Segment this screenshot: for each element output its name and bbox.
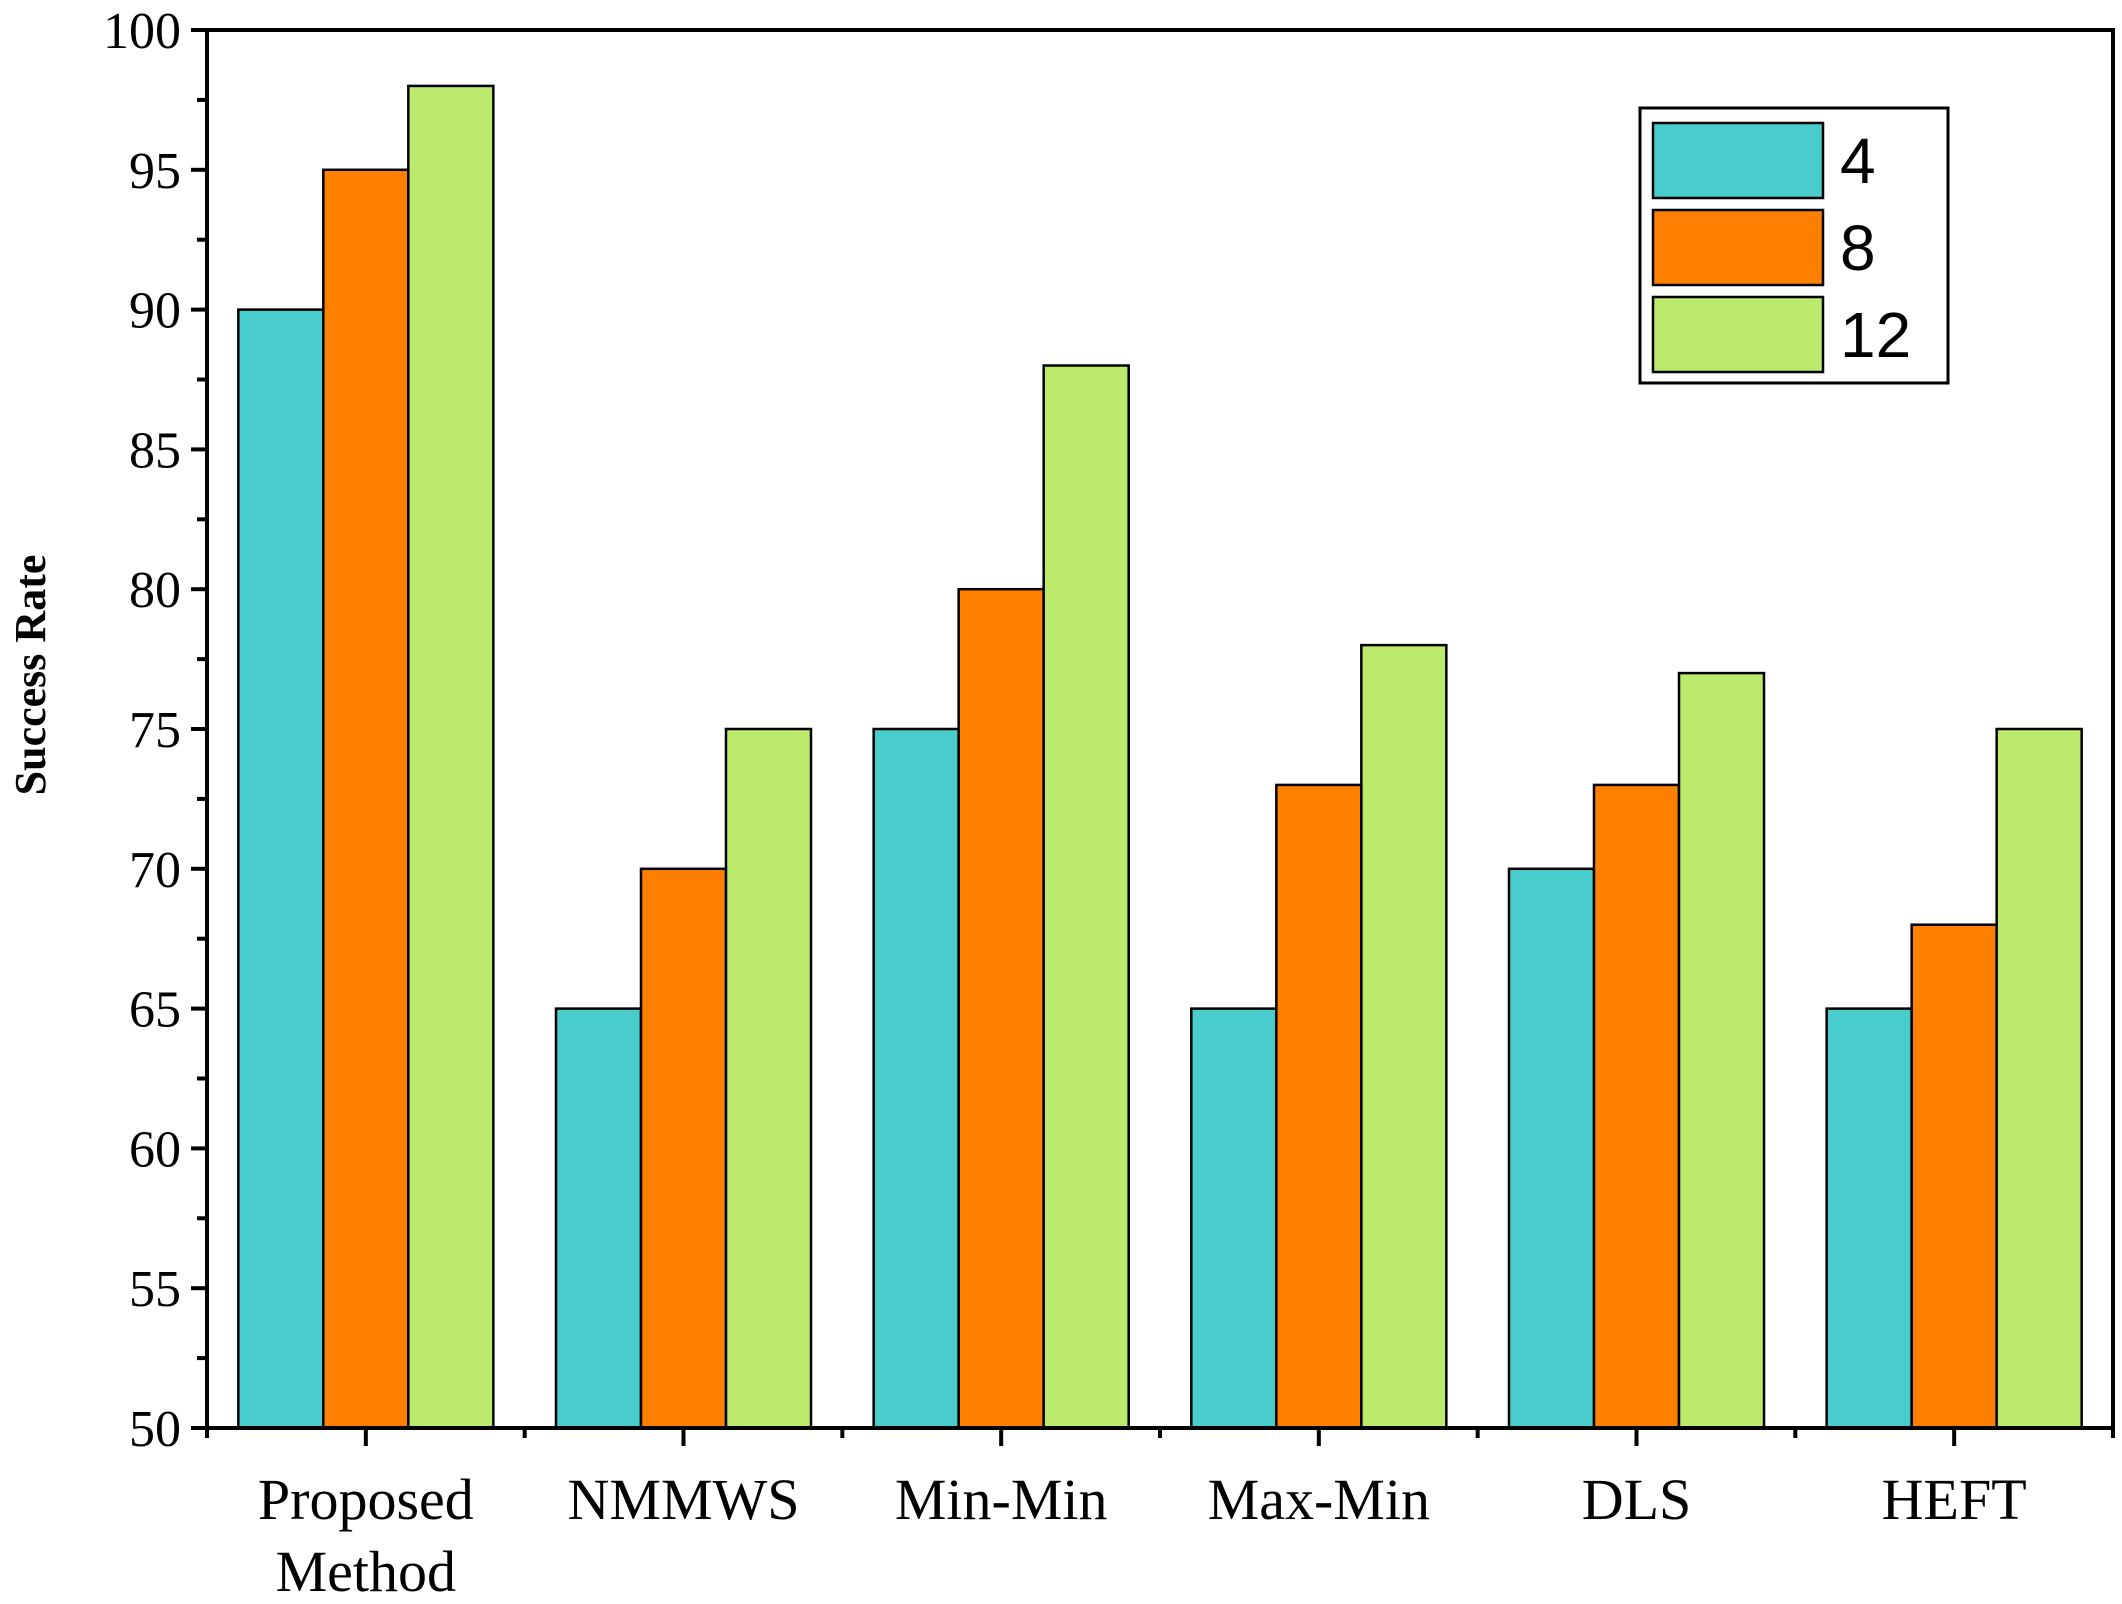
- bar-4-heft: [1825, 1007, 1913, 1430]
- bar-12-proposed-method: [407, 84, 495, 1430]
- bar-12-heft: [1995, 727, 2083, 1430]
- bar-4-max-min: [1190, 1007, 1278, 1430]
- bar-8-max-min: [1275, 783, 1363, 1430]
- y-tick-label: 80: [129, 562, 181, 619]
- y-axis-title: Success Rate: [6, 555, 55, 796]
- bar-8-min-min: [957, 587, 1045, 1430]
- bar-12-nmmws: [724, 727, 813, 1430]
- legend-label-12: 12: [1840, 299, 1911, 371]
- x-category-label: DLS: [1582, 1467, 1692, 1532]
- bar-4-min-min: [872, 727, 960, 1430]
- legend-swatch-12: [1651, 295, 1825, 374]
- y-tick-label: 65: [129, 982, 181, 1039]
- x-category-label: HEFT: [1882, 1467, 2027, 1532]
- x-category-label: Method: [276, 1539, 456, 1604]
- y-tick-label: 55: [129, 1261, 181, 1318]
- bar-8-nmmws: [639, 867, 728, 1430]
- axes-layer: 50 55 60 65 70 75 80 85 90 95 100 Proposed Method NMM…: [103, 3, 2115, 1604]
- bar-4-nmmws: [554, 1007, 643, 1430]
- x-category-label: Min-Min: [895, 1467, 1108, 1532]
- y-tick-label: 60: [129, 1121, 181, 1178]
- y-tick-label: 75: [129, 702, 181, 759]
- legend-swatch-8: [1651, 208, 1825, 287]
- x-category-label: Max-Min: [1208, 1467, 1430, 1532]
- y-tick-label: 95: [129, 143, 181, 200]
- bar-12-dls: [1677, 671, 1766, 1430]
- y-tick-label: 50: [129, 1401, 181, 1458]
- y-tick-label: 85: [129, 422, 181, 479]
- bar-8-dls: [1592, 783, 1681, 1430]
- bar-12-min-min: [1042, 364, 1130, 1430]
- y-tick-label: 90: [129, 283, 181, 340]
- legend-label-4: 4: [1840, 125, 1876, 197]
- bars-layer: [237, 84, 2083, 1430]
- y-tick-label: 100: [103, 3, 181, 60]
- bar-4-dls: [1507, 867, 1596, 1430]
- legend: 4 8 12: [1638, 106, 1950, 385]
- legend-label-8: 8: [1840, 212, 1876, 284]
- bar-4-proposed-method: [237, 308, 325, 1430]
- y-tick-label: 70: [129, 842, 181, 899]
- x-category-label: NMMWS: [567, 1467, 799, 1532]
- bar-8-heft: [1910, 923, 1998, 1430]
- legend-swatch-4: [1651, 121, 1825, 200]
- bar-8-proposed-method: [322, 168, 410, 1430]
- x-category-label: Proposed: [258, 1467, 474, 1532]
- bar-12-max-min: [1360, 643, 1448, 1430]
